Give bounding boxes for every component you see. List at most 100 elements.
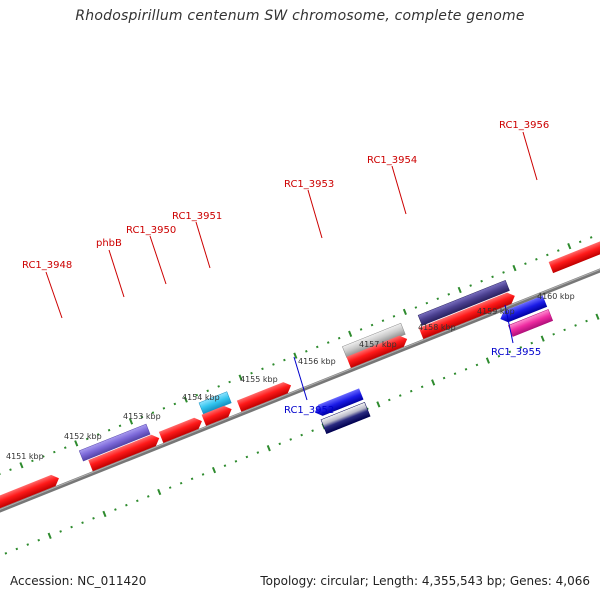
outer-tick-minor: [195, 393, 199, 397]
map-title: Rhodospirillum centenum SW chromosome, c…: [75, 8, 525, 24]
outer-tick-major: [457, 286, 462, 294]
gene-rc1-3950[interactable]: [198, 391, 232, 415]
inner-tick-minor: [146, 495, 150, 498]
outer-tick-major: [74, 440, 79, 447]
inner-tick-minor: [37, 538, 41, 542]
outer-tick-minor: [447, 293, 451, 296]
outer-tick-major: [238, 374, 243, 381]
gene-rc1-3951[interactable]: [236, 380, 293, 412]
gene-forward-d[interactable]: [346, 333, 409, 368]
scale-label-4155: 4155 kbp: [240, 375, 278, 384]
gene-forward-e[interactable]: [418, 290, 517, 339]
outer-tick-minor: [151, 411, 155, 414]
scale-label-4153: 4153 kbp: [123, 412, 161, 421]
outer-tick-minor: [381, 319, 385, 322]
outer-tick-minor: [315, 345, 319, 349]
gene-rc1-3952[interactable]: [320, 401, 371, 435]
gene-forward-b[interactable]: [88, 433, 161, 472]
outer-tick-minor: [502, 271, 505, 274]
inner-tick-minor: [585, 319, 588, 323]
outer-tick-minor: [140, 415, 144, 419]
inner-tick-minor: [136, 499, 139, 503]
inner-tick-minor: [508, 350, 512, 354]
inner-tick-major: [485, 357, 490, 364]
outer-tick-minor: [53, 450, 56, 454]
inner-tick-minor: [26, 543, 30, 546]
outer-tick-minor: [283, 358, 286, 362]
outer-tick-major: [183, 396, 188, 403]
scale-label-4159: 4159 kbp: [477, 307, 515, 316]
outer-tick-minor: [370, 323, 374, 327]
gene-reverse-blue[interactable]: [498, 295, 548, 325]
gene-forward-c[interactable]: [201, 404, 234, 426]
label-rc1-3955: RC1_3955: [491, 347, 541, 358]
inner-tick-minor: [278, 442, 282, 446]
outer-tick-major: [348, 330, 353, 337]
outer-tick-minor: [392, 314, 396, 318]
gene-rc1-3954[interactable]: [417, 279, 510, 326]
inner-tick-major: [431, 379, 436, 386]
inner-tick-minor: [114, 508, 117, 511]
gene-rc1-3956[interactable]: [548, 238, 600, 274]
inner-tick-minor: [81, 521, 84, 524]
outer-tick-minor: [524, 262, 527, 265]
outer-tick-major: [128, 418, 134, 425]
scale-label-4158: 4158 kbp: [418, 323, 456, 332]
scale-label-4152: 4152 kbp: [64, 432, 102, 441]
gene-rc1-3948[interactable]: [78, 423, 151, 462]
inner-tick-minor: [245, 455, 249, 459]
label-rc1-3956: RC1_3956: [499, 120, 549, 131]
inner-tick-minor: [497, 354, 501, 358]
footer-stats: Topology: circular; Length: 4,355,543 bp…: [260, 574, 590, 588]
outer-tick-minor: [206, 389, 210, 393]
outer-tick-minor: [480, 279, 483, 283]
scale-label-4160: 4160 kbp: [537, 292, 575, 301]
outer-tick-minor: [359, 328, 363, 331]
gene-phbb[interactable]: [158, 416, 204, 443]
outer-tick-minor: [425, 301, 429, 305]
outer-tick-minor: [63, 446, 67, 450]
outer-tick-minor: [261, 367, 264, 371]
leader-lines: [45, 131, 538, 401]
inner-tick-minor: [311, 429, 314, 432]
gene-rc1-3953[interactable]: [342, 322, 406, 359]
label-phbb: phbB: [96, 238, 122, 249]
inner-tick-minor: [4, 552, 8, 555]
gene-forward-a[interactable]: [0, 473, 61, 510]
inner-tick-minor: [409, 389, 413, 393]
inner-tick-minor: [223, 464, 227, 468]
inner-tick-major: [102, 510, 107, 518]
outer-tick-minor: [272, 363, 275, 366]
inner-tick-minor: [256, 451, 260, 454]
outer-tick-minor: [436, 297, 440, 301]
outer-tick-minor: [589, 236, 593, 239]
inner-tick-major: [540, 335, 545, 342]
label-rc1-3951: RC1_3951: [172, 211, 222, 222]
outer-tick-minor: [469, 284, 472, 287]
inner-tick-minor: [388, 398, 391, 402]
scale-label-4151: 4151 kbp: [6, 452, 44, 461]
outer-tick-minor: [491, 275, 494, 279]
inner-tick-minor: [289, 438, 293, 441]
label-rc1-3948: RC1_3948: [22, 260, 72, 271]
outer-tick-minor: [217, 385, 220, 388]
inner-tick-minor: [420, 385, 424, 389]
tick-row-inner: [4, 313, 600, 555]
gene-rc1-3952-top[interactable]: [313, 388, 364, 418]
inner-tick-minor: [519, 346, 523, 349]
outer-tick-minor: [337, 336, 341, 340]
inner-tick-major: [266, 445, 271, 452]
inner-tick-major: [376, 401, 381, 408]
inner-tick-minor: [453, 372, 457, 375]
genome-backbone: [0, 190, 600, 566]
inner-tick-minor: [530, 341, 534, 345]
inner-tick-minor: [442, 376, 446, 380]
outer-tick-minor: [118, 424, 122, 428]
inner-tick-major: [47, 532, 52, 539]
outer-tick-minor: [107, 428, 111, 432]
footer-accession: Accession: NC_011420: [10, 574, 147, 588]
inner-tick-minor: [201, 473, 205, 476]
scale-label-4154: 4154 kbp: [182, 393, 220, 402]
inner-tick-minor: [179, 481, 183, 485]
outer-tick-minor: [228, 380, 231, 384]
